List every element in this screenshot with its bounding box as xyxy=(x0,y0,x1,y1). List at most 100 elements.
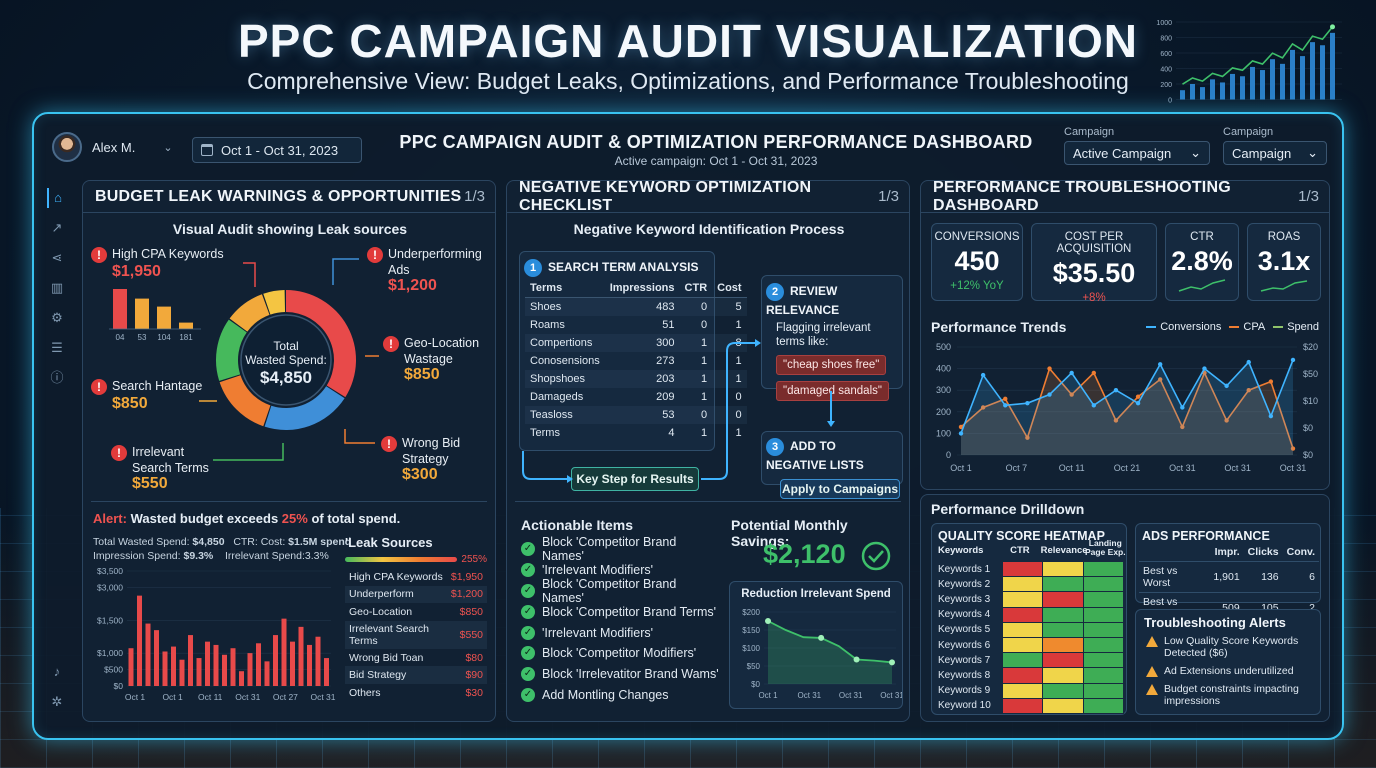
reduction-chart-title: Reduction Irrelevant Spend xyxy=(741,588,891,600)
list-item[interactable]: ✓ Block 'Competitor Brand Names' xyxy=(521,535,721,563)
list-item[interactable]: Budget constraints impacting impressions xyxy=(1146,683,1314,707)
panel-pagination[interactable]: 1/3 xyxy=(464,188,485,205)
cpa-point xyxy=(980,405,986,410)
heatmap-cell[interactable] xyxy=(1042,652,1084,669)
list-item[interactable]: ✓ Add Montling Changes xyxy=(521,685,721,706)
heatmap-cell[interactable] xyxy=(1082,606,1124,623)
date-range-picker[interactable]: Oct 1 - Oct 31, 2023 xyxy=(192,137,362,163)
heatmap-cell[interactable] xyxy=(1001,591,1043,608)
heatmap-cell[interactable] xyxy=(1001,652,1043,669)
legend-item[interactable]: CPA xyxy=(1229,321,1265,333)
heatmap-cell[interactable] xyxy=(1082,682,1124,699)
apply-to-campaigns-button[interactable]: Apply to Campaigns xyxy=(780,479,900,499)
bar-chart-icon[interactable]: ▥ xyxy=(50,280,64,295)
leak-label-line2: Search Terms xyxy=(132,461,209,475)
list-item[interactable]: ✓ Block 'Competitor Modifiers' xyxy=(521,643,721,664)
settings-icon[interactable]: ✲ xyxy=(51,694,63,709)
table-row: Damageds 209 1 0 xyxy=(525,388,747,406)
info-icon[interactable]: ⓘ xyxy=(50,370,64,385)
heatmap-cell[interactable] xyxy=(1082,652,1124,669)
list-item[interactable]: Low Quality Score Keywords Detected ($6) xyxy=(1146,635,1314,659)
heatmap-cell[interactable] xyxy=(1001,697,1043,714)
table-row: Terms 4 1 1 xyxy=(525,424,747,442)
leak-value: $850 xyxy=(404,366,440,383)
table-row: Conosensions 273 1 1 xyxy=(525,352,747,370)
list-item[interactable]: ✓ 'Irrelevant Modifiers' xyxy=(521,622,721,643)
heatmap-cell[interactable] xyxy=(1042,682,1084,699)
dashboard-frame: Alex M. ⌄ Oct 1 - Oct 31, 2023 PPC CAMPA… xyxy=(32,112,1344,740)
table-row: Underperform $1,200 xyxy=(345,585,487,604)
waste-bar xyxy=(162,651,168,686)
heatmap-cell[interactable] xyxy=(1042,621,1084,638)
legend-item[interactable]: Spend xyxy=(1273,321,1319,333)
heatmap-cell[interactable] xyxy=(1082,621,1124,638)
y-tick-label: $150 xyxy=(742,626,760,635)
cpa-point xyxy=(1135,394,1141,399)
action-label: Block 'Competitor Brand Names' xyxy=(541,535,677,564)
heatmap-headers: Keywords CTR Relevance Landing Page Exp. xyxy=(932,539,1126,561)
heatmap-row: Keywords 3 xyxy=(936,591,1124,608)
table-cell: 1 xyxy=(735,427,742,439)
list-item[interactable]: ✓ 'Irrelevant Modifiers' xyxy=(521,560,721,581)
hero-chart-tick: 200 xyxy=(1160,82,1172,89)
list-icon[interactable]: ☰ xyxy=(51,340,63,355)
panel-pagination[interactable]: 1/3 xyxy=(878,188,899,205)
share-icon[interactable]: ⋖ xyxy=(51,250,63,265)
list-item[interactable]: Ad Extensions underutilized xyxy=(1146,665,1314,677)
reduction-line xyxy=(767,620,893,664)
panel-pagination[interactable]: 1/3 xyxy=(1298,188,1319,205)
action-label: Block 'Competitor Brand Terms' xyxy=(542,604,717,619)
home-icon[interactable]: ⌂ xyxy=(47,188,67,208)
campaign-select-2-dropdown[interactable]: Campaign ⌄ xyxy=(1223,141,1327,165)
key-step-button[interactable]: Key Step for Results xyxy=(571,467,699,491)
heatmap-cell[interactable] xyxy=(1042,606,1084,623)
kpi-label: CTR xyxy=(1190,231,1214,243)
user-menu[interactable]: Alex M. ⌄ xyxy=(52,132,173,162)
heatmap-cell[interactable] xyxy=(1082,560,1124,578)
legend-item[interactable]: Conversions xyxy=(1146,321,1221,333)
heatmap-cell[interactable] xyxy=(1082,697,1124,714)
heatmap-cell[interactable] xyxy=(1001,636,1043,654)
donut-segment xyxy=(216,319,247,381)
x-tick-label: Oct 11 xyxy=(198,692,223,702)
heatmap-cell[interactable] xyxy=(1042,560,1084,578)
heatmap-cell[interactable] xyxy=(1082,591,1124,608)
hero-chart-bar xyxy=(1190,84,1195,100)
heatmap-cell[interactable] xyxy=(1001,576,1043,593)
leak-source-value: $1,950 xyxy=(450,570,483,583)
trend-icon[interactable]: ↗ xyxy=(51,220,63,235)
table-cell: 1 xyxy=(701,355,708,367)
hero-chart-tick: 0 xyxy=(1168,98,1172,105)
gear-icon[interactable]: ⚙ xyxy=(51,310,63,325)
leak-label: Geo-Location xyxy=(404,336,480,350)
leak-value: $550 xyxy=(132,475,168,492)
heatmap-cell[interactable] xyxy=(1042,697,1084,714)
campaign-select-1-dropdown[interactable]: Active Campaign ⌄ xyxy=(1064,141,1210,165)
heatmap-cell[interactable] xyxy=(1001,606,1043,623)
kpi-roas: ROAS 3.1x xyxy=(1247,223,1321,301)
hero-chart-bar xyxy=(1180,90,1185,100)
heatmap-cell[interactable] xyxy=(1042,636,1084,654)
x-tick-label: Oct 31 xyxy=(880,691,902,700)
heatmap-cell[interactable] xyxy=(1082,636,1124,654)
heatmap-cell[interactable] xyxy=(1082,576,1124,593)
heatmap-cell[interactable] xyxy=(1082,667,1124,684)
heatmap-cell[interactable] xyxy=(1001,667,1043,684)
heatmap-cell[interactable] xyxy=(1042,576,1084,593)
list-item[interactable]: ✓ Block 'Competitor Brand Terms' xyxy=(521,601,721,622)
list-item[interactable]: ✓ Block 'Irrelevatitor Brand Wams' xyxy=(521,664,721,685)
kpi-delta: +8% xyxy=(1082,292,1106,304)
kpi-value: 450 xyxy=(954,246,1000,276)
heatmap-cell[interactable] xyxy=(1001,682,1043,699)
heatmap-cell[interactable] xyxy=(1042,591,1084,608)
list-item[interactable]: ✓ Block 'Competitor Brand Names' xyxy=(521,577,721,605)
bell-icon[interactable]: ♪ xyxy=(53,664,61,679)
check-circle-icon xyxy=(861,541,891,571)
mini-bar xyxy=(179,322,193,329)
alert-text: Budget constraints impacting impressions xyxy=(1164,683,1299,707)
heatmap-cell[interactable] xyxy=(1042,667,1084,684)
heatmap-cell[interactable] xyxy=(1001,621,1043,638)
y-tick-label: $1,500 xyxy=(97,615,123,625)
alert-text: Ad Extensions underutilized xyxy=(1164,665,1294,677)
heatmap-cell[interactable] xyxy=(1001,560,1043,578)
